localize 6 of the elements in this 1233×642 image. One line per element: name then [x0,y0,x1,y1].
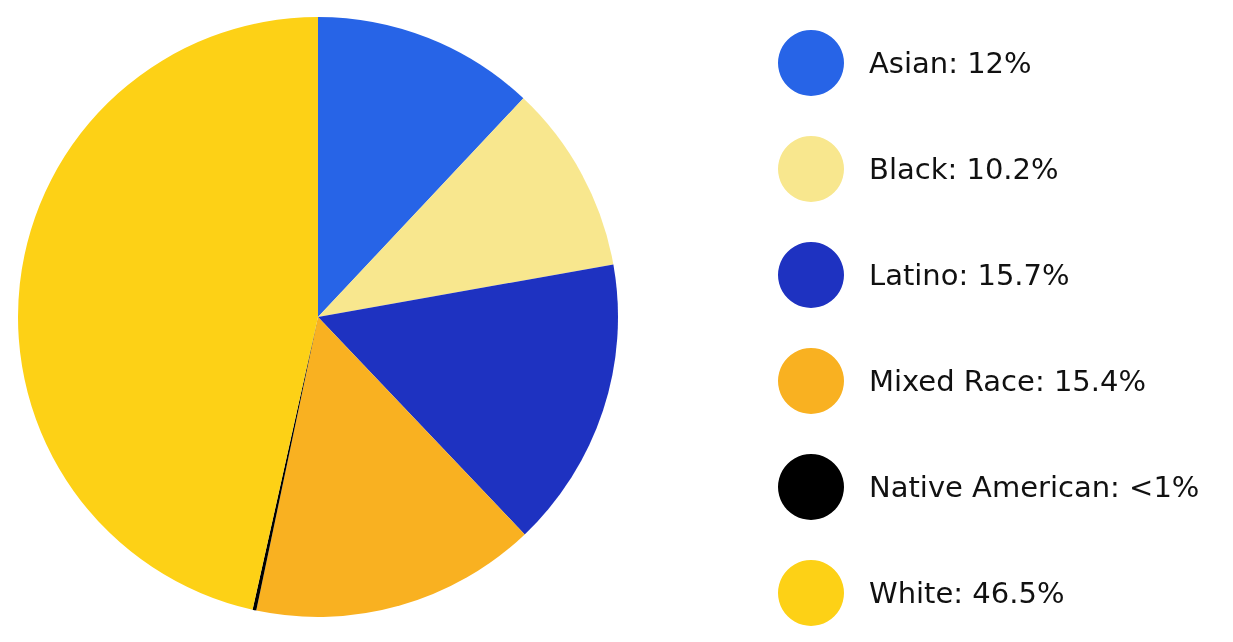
legend-label: White: 46.5% [869,576,1065,610]
legend-label: Black: 10.2% [869,152,1059,186]
legend-label: Mixed Race: 15.4% [869,364,1147,398]
legend-label: Latino: 15.7% [869,258,1070,292]
legend-label: Native American: <1% [869,470,1200,504]
legend-label: Asian: 12% [869,46,1032,80]
